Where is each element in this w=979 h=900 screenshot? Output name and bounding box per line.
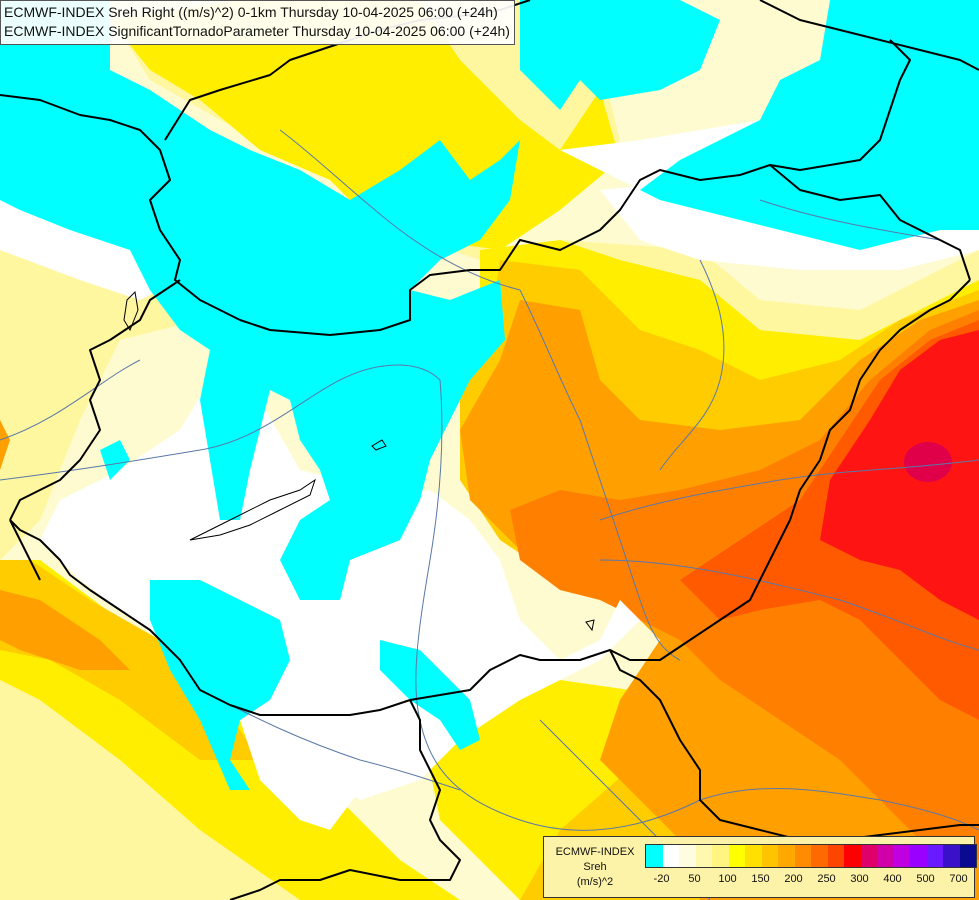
- river: [279, 129, 521, 291]
- field-cyan: [380, 640, 480, 750]
- map-title-line-2: ECMWF-INDEX SignificantTornadoParameter …: [4, 23, 510, 39]
- river: [599, 559, 979, 651]
- legend-tick-label: 300: [850, 873, 869, 885]
- river: [199, 689, 461, 791]
- legend-title-line-1: ECMWF-INDEX: [555, 846, 635, 858]
- border: [759, 0, 979, 71]
- border: [9, 279, 181, 521]
- river: [599, 459, 979, 521]
- field-cyan: [520, 0, 720, 110]
- lake: [371, 439, 387, 451]
- legend-tick-label: 500: [916, 873, 935, 885]
- field-orange: [0, 590, 130, 670]
- river: [759, 199, 941, 241]
- legend-ticks: -20 50 100 150 200 250 300 400 500 700: [645, 873, 975, 889]
- legend-tick-label: 50: [688, 873, 701, 885]
- legend-tick-label: -20: [653, 873, 670, 885]
- legend-tick-label: 250: [817, 873, 836, 885]
- legend-tick-label: 700: [949, 873, 968, 885]
- legend-swatch: [662, 845, 679, 867]
- field-cyan: [640, 0, 979, 250]
- border: [609, 649, 979, 841]
- legend-swatch: [860, 845, 877, 867]
- field-red: [820, 330, 979, 620]
- legend-swatch: [679, 845, 696, 867]
- legend-swatch: [827, 845, 844, 867]
- river: [659, 259, 725, 471]
- lake: [123, 290, 139, 332]
- legend-swatch: [893, 845, 910, 867]
- legend-swatch: [943, 845, 960, 867]
- border: [769, 39, 911, 171]
- legend-swatch: [811, 845, 828, 867]
- lake: [585, 619, 595, 632]
- field-orange: [0, 420, 10, 470]
- field-cyan: [150, 580, 290, 790]
- legend-swatch: [910, 845, 927, 867]
- legend-swatch: [646, 845, 663, 867]
- legend-swatch: [778, 845, 795, 867]
- legend-swatch: [877, 845, 894, 867]
- legend-swatch: [761, 845, 778, 867]
- legend-swatch: [745, 845, 762, 867]
- field-cyan: [0, 0, 520, 600]
- border: [9, 519, 41, 581]
- legend-swatch: [959, 845, 976, 867]
- legend-tick-label: 400: [883, 873, 902, 885]
- field-white: [240, 720, 360, 830]
- border: [409, 279, 971, 701]
- river: [0, 359, 141, 441]
- legend-swatches: [645, 844, 977, 868]
- legend-tick-label: 100: [718, 873, 737, 885]
- border: [9, 519, 411, 716]
- lakes: [123, 290, 595, 632]
- river: [0, 364, 441, 481]
- field-cyan: [100, 440, 130, 480]
- legend-swatch: [794, 845, 811, 867]
- legend-swatch: [926, 845, 943, 867]
- legend-swatch: [712, 845, 729, 867]
- legend-title-line-3: (m/s)^2: [576, 876, 614, 888]
- legend-swatch: [695, 845, 712, 867]
- border: [0, 94, 971, 336]
- color-legend: ECMWF-INDEX Sreh (m/s)^2 -20 50 100 150 200 2…: [543, 836, 977, 898]
- river: [415, 379, 979, 831]
- map-title-line-1: ECMWF-INDEX Sreh Right ((m/s)^2) 0-1km T…: [4, 4, 498, 20]
- lake-balaton: [189, 478, 316, 541]
- border: [229, 699, 461, 900]
- river: [519, 289, 681, 661]
- legend-swatch: [844, 845, 861, 867]
- legend-tick-label: 150: [751, 873, 770, 885]
- legend-swatch: [728, 845, 745, 867]
- map-title-box: ECMWF-INDEX Sreh Right ((m/s)^2) 0-1km T…: [0, 0, 515, 45]
- field-crimson: [904, 442, 952, 482]
- legend-title-line-2: Sreh: [583, 861, 607, 873]
- legend-title: ECMWF-INDEX Sreh (m/s)^2: [548, 845, 642, 890]
- legend-tick-label: 200: [784, 873, 803, 885]
